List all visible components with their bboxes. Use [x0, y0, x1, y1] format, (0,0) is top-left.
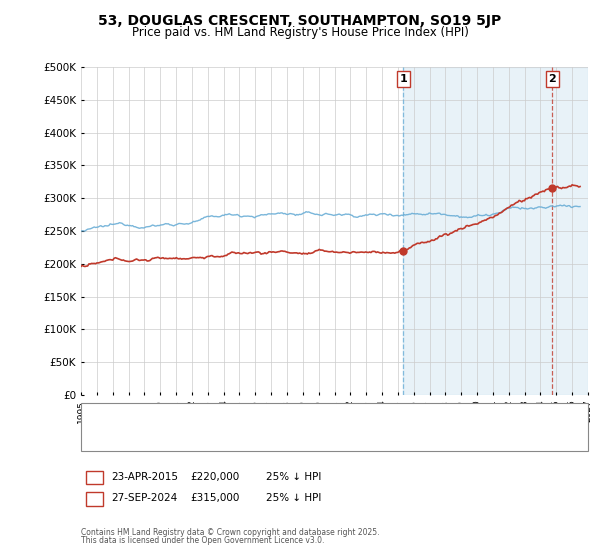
Text: 1: 1	[400, 74, 407, 84]
Text: 53, DOUGLAS CRESCENT, SOUTHAMPTON, SO19 5JP (detached house): 53, DOUGLAS CRESCENT, SOUTHAMPTON, SO19 …	[116, 412, 460, 422]
Text: £315,000: £315,000	[191, 493, 240, 503]
Text: 2: 2	[548, 74, 556, 84]
Text: 25% ↓ HPI: 25% ↓ HPI	[266, 472, 321, 482]
Text: 53, DOUGLAS CRESCENT, SOUTHAMPTON, SO19 5JP: 53, DOUGLAS CRESCENT, SOUTHAMPTON, SO19 …	[98, 14, 502, 28]
Text: 1: 1	[91, 472, 98, 482]
Text: Price paid vs. HM Land Registry's House Price Index (HPI): Price paid vs. HM Land Registry's House …	[131, 26, 469, 39]
Text: ——: ——	[92, 431, 117, 444]
Text: Contains HM Land Registry data © Crown copyright and database right 2025.: Contains HM Land Registry data © Crown c…	[81, 528, 380, 537]
Bar	[403, 67, 588, 395]
Text: 25% ↓ HPI: 25% ↓ HPI	[266, 493, 321, 503]
Text: ——: ——	[92, 410, 117, 423]
Text: HPI: Average price, detached house, Southampton: HPI: Average price, detached house, Sout…	[116, 432, 363, 442]
Point	[548, 184, 557, 193]
Text: This data is licensed under the Open Government Licence v3.0.: This data is licensed under the Open Gov…	[81, 536, 325, 545]
Point	[398, 246, 408, 255]
Text: £220,000: £220,000	[191, 472, 240, 482]
Text: 27-SEP-2024: 27-SEP-2024	[111, 493, 177, 503]
Text: 2: 2	[91, 493, 98, 503]
Text: 23-APR-2015: 23-APR-2015	[111, 472, 178, 482]
